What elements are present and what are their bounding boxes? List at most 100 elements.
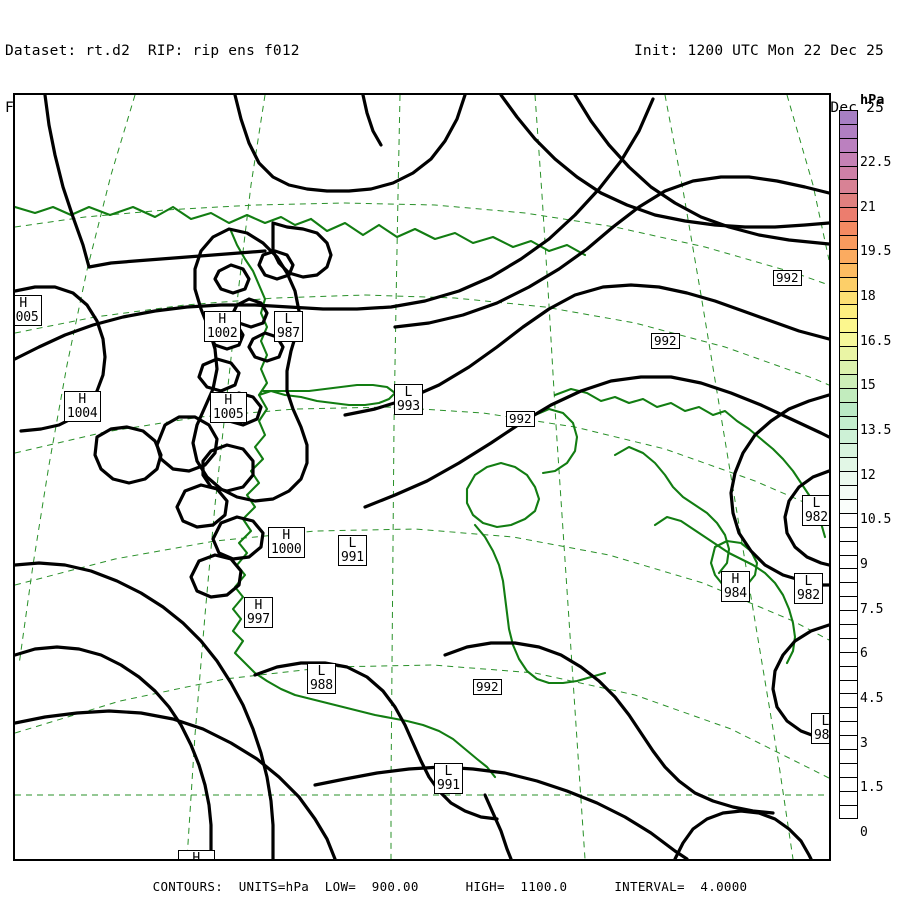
colorbar-tick-labels: 22.5 21 19.5 18 16.5 15 13.5 12 10.5 9 7.5 6 4.5 3 1.5… [860, 110, 900, 870]
colorbar-swatch [839, 790, 858, 806]
colorbar-swatch [839, 776, 858, 792]
colorbar-swatch [839, 318, 858, 334]
center-value: 989 [814, 727, 830, 743]
colorbar-tick: 16.5 [860, 333, 892, 349]
center-type: L [444, 764, 453, 779]
center-value: 1005 [15, 309, 39, 325]
colorbar-swatch [839, 123, 858, 139]
colorbar-swatch [839, 471, 858, 487]
colorbar-swatch [839, 498, 858, 514]
colorbar-tick: 1.5 [860, 780, 884, 796]
colorbar-swatch [839, 401, 858, 417]
colorbar-swatch [839, 248, 858, 264]
pressure-center-label: L 991 [338, 535, 367, 566]
map-plot-area: H 1005 H 1002 L 987 H 1004 H 1005 L 993 … [13, 93, 831, 861]
colorbar-swatch [839, 693, 858, 709]
colorbar-swatch [839, 512, 858, 528]
graticule-layer [15, 95, 829, 859]
map-graphics [15, 95, 829, 859]
colorbar-swatch [839, 332, 858, 348]
colorbar-swatch [839, 387, 858, 403]
pressure-center-label: L 982 [802, 495, 829, 526]
center-type: H [731, 572, 740, 587]
colorbar [839, 110, 858, 820]
colorbar-swatch [839, 485, 858, 500]
colorbar-tick: 3 [860, 735, 868, 751]
colorbar-swatch [839, 193, 858, 209]
colorbar-swatch [839, 804, 858, 820]
pressure-center-label: H 984 [721, 571, 750, 602]
center-value: 1002 [207, 325, 238, 341]
center-type: H [19, 296, 28, 311]
pressure-center-label: H 1002 [204, 311, 241, 342]
colorbar-swatch [839, 637, 858, 653]
center-value: 993 [397, 398, 420, 414]
colorbar-swatch [839, 457, 858, 473]
colorbar-swatch [839, 235, 858, 250]
pressure-center-label: H 1000 [268, 527, 305, 558]
center-value: 987 [277, 325, 300, 341]
center-type: H [78, 392, 87, 407]
pressure-center-label: H 997 [244, 597, 273, 628]
pressure-center-label: L 993 [394, 384, 423, 415]
colorbar-swatch [839, 179, 858, 195]
center-type: L [404, 385, 413, 400]
colorbar-tick: 15 [860, 378, 876, 394]
colorbar-swatch [839, 735, 858, 750]
colorbar-tick: 18 [860, 289, 876, 304]
center-value: 991 [341, 549, 364, 565]
colorbar-swatch [839, 290, 858, 306]
colorbar-swatch [839, 262, 858, 278]
center-type: H [192, 851, 201, 861]
colorbar-swatch [839, 346, 858, 362]
colorbar-tick: 0 [860, 825, 868, 840]
contour-value-label: 992 [473, 679, 502, 695]
colorbar-swatch [839, 679, 858, 695]
colorbar-swatch [839, 360, 858, 375]
contour-layer [15, 95, 829, 859]
center-type: L [348, 536, 357, 551]
pressure-center-label: H 1003 [178, 850, 215, 861]
colorbar-swatch [839, 554, 858, 570]
colorbar-swatch [839, 665, 858, 681]
pressure-center-label: H 1005 [15, 295, 42, 326]
center-type: H [254, 598, 263, 613]
colorbar-swatch [839, 443, 858, 459]
colorbar-swatch [839, 151, 858, 167]
colorbar-swatch [839, 207, 858, 223]
colorbar-swatch [839, 610, 858, 625]
center-value: 984 [724, 585, 747, 601]
center-type: L [284, 312, 293, 327]
colorbar-tick: 22.5 [860, 155, 892, 170]
colorbar-swatch [839, 707, 858, 723]
colorbar-tick: 19.5 [860, 244, 892, 260]
center-value: 1004 [67, 405, 98, 421]
center-type: H [282, 528, 291, 543]
colorbar-swatch [839, 623, 858, 639]
colorbar-swatch [839, 526, 858, 542]
colorbar-tick: 10.5 [860, 512, 892, 528]
center-value: 982 [805, 509, 828, 525]
colorbar-tick: 21 [860, 199, 876, 215]
pressure-center-label: H 1004 [64, 391, 101, 422]
pressure-center-label: L 987 [274, 311, 303, 342]
pressure-center-label: L 989 [811, 713, 830, 744]
center-value: 1005 [213, 406, 244, 422]
contour-value-label: 992 [506, 411, 535, 427]
colorbar-tick: 12 [860, 467, 876, 483]
colorbar-swatch [839, 137, 858, 153]
center-value: 982 [797, 587, 820, 603]
contour-value-label: 992 [773, 270, 802, 286]
colorbar-swatch [839, 721, 858, 737]
colorbar-swatch [839, 110, 858, 125]
colorbar-tick: 4.5 [860, 691, 884, 706]
colorbar-tick: 6 [860, 646, 868, 662]
colorbar-tick: 9 [860, 557, 868, 572]
colorbar-swatch [839, 429, 858, 445]
center-value: 997 [247, 611, 270, 627]
center-type: L [812, 496, 821, 511]
colorbar-tick: 7.5 [860, 601, 884, 617]
pressure-center-label: L 991 [434, 763, 463, 794]
colorbar-swatch [839, 276, 858, 292]
